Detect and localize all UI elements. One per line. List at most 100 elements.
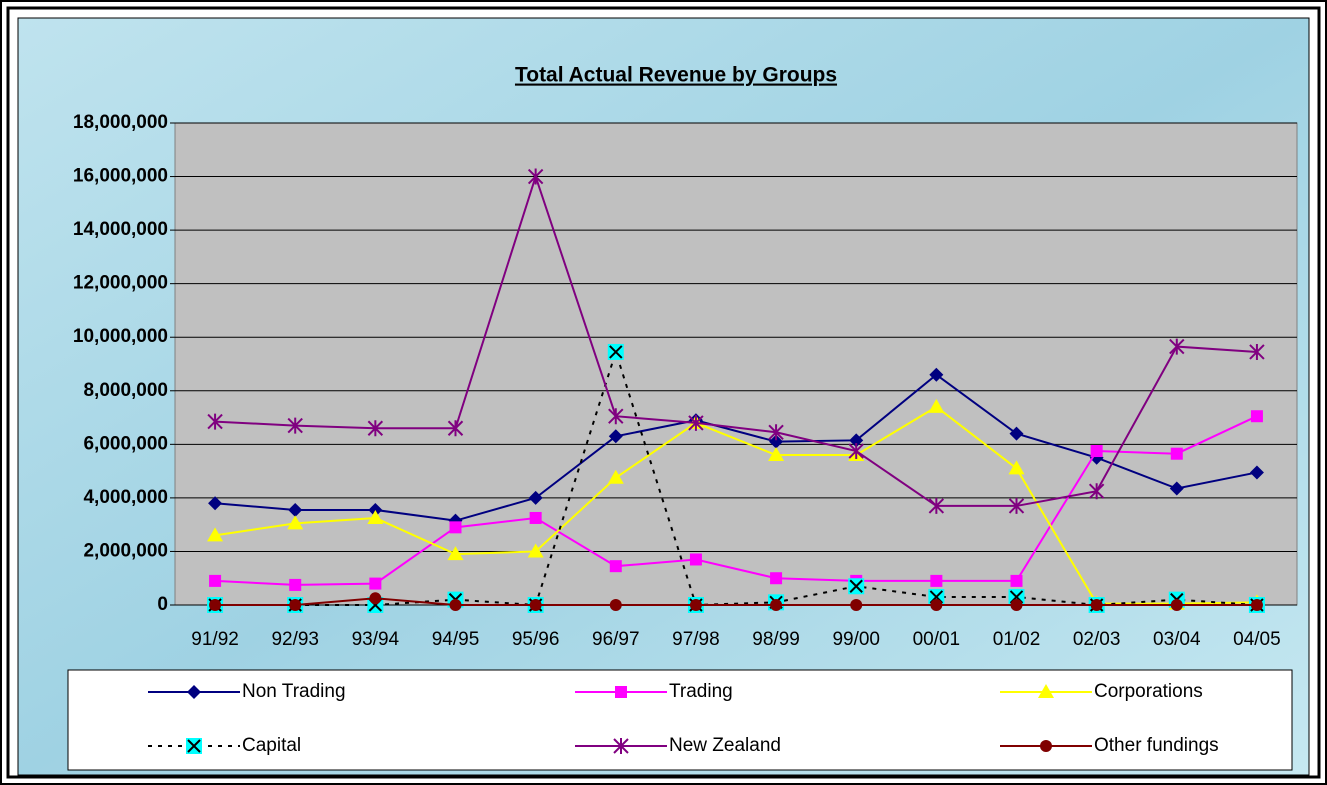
marker [209,599,222,611]
marker [1249,343,1265,360]
chart-title: Total Actual Revenue by Groups [515,64,837,87]
x-tick-label: 96/97 [592,629,640,650]
y-tick-label: 6,000,000 [83,433,168,454]
x-tick-label: 98/99 [752,629,800,650]
marker [186,738,202,754]
y-tick-label: 12,000,000 [73,273,168,294]
series-line [215,348,1257,607]
marker [930,574,943,587]
marker [770,599,783,611]
marker [368,502,383,517]
marker [609,599,622,611]
marker [527,168,544,185]
x-tick-label: 97/98 [672,629,720,650]
marker [367,509,384,524]
legend-label: Other fundings [1094,735,1219,756]
x-tick-label: 95/96 [512,629,560,650]
marker [449,521,462,534]
x-tick-label: 92/93 [271,629,319,650]
marker [608,429,623,444]
y-tick-label: 14,000,000 [73,219,168,240]
marker [1008,497,1025,514]
x-tick-label: 00/01 [913,629,961,650]
marker [689,553,702,566]
marker [609,560,622,573]
marker [1090,599,1103,611]
marker [928,497,945,514]
marker [1038,684,1054,698]
marker [1010,599,1023,611]
y-tick-label: 0 [157,594,168,615]
marker [929,367,944,382]
marker [689,599,702,611]
marker [527,543,544,558]
x-tick-label: 04/05 [1233,629,1281,650]
marker [1170,447,1183,460]
marker [1008,460,1025,475]
marker [287,515,304,530]
y-tick-label: 4,000,000 [83,487,168,508]
marker [850,599,863,611]
marker [209,574,222,587]
legend-label: New Zealand [669,735,781,756]
marker [688,414,704,431]
y-tick-label: 10,000,000 [73,326,168,347]
x-tick-label: 91/92 [191,629,239,650]
series-line [215,173,1257,507]
marker [768,447,785,462]
series-line [215,597,1257,606]
marker [287,417,303,434]
marker [1250,410,1263,423]
marker [447,420,464,437]
marker [848,578,865,595]
marker [1249,465,1264,480]
marker [768,424,784,441]
legend-label: Corporations [1094,681,1203,702]
legend-label: Trading [669,681,733,702]
y-tick-label: 18,000,000 [73,112,168,133]
legend [67,669,1293,771]
marker [607,343,624,360]
y-tick-label: 2,000,000 [83,540,168,561]
legend-label: Non Trading [242,681,346,702]
series-line [214,405,1257,605]
marker [369,592,382,605]
marker [529,511,542,524]
marker [615,686,627,698]
marker [848,443,864,460]
marker [1040,740,1052,752]
x-tick-label: 02/03 [1073,629,1121,650]
marker [528,490,543,505]
marker [1250,599,1263,611]
x-tick-label: 99/00 [832,629,880,650]
marker [1009,426,1024,441]
plot-area [174,122,1298,606]
marker [449,599,462,611]
marker [1169,338,1185,355]
marker [930,599,943,611]
legend-label: Capital [242,735,301,756]
y-tick-label: 16,000,000 [73,166,168,187]
x-tick-label: 94/95 [432,629,480,650]
series-line [215,415,1258,586]
y-tick-label: 8,000,000 [83,380,168,401]
marker [529,599,542,611]
marker [208,496,223,511]
marker [769,434,784,449]
marker [1170,599,1183,611]
x-tick-label: 01/02 [993,629,1041,650]
marker [288,502,303,517]
series-line [214,373,1258,522]
inner-border [6,6,1321,779]
marker [447,546,464,561]
marker [770,572,783,585]
marker [369,577,382,590]
marker [207,527,224,542]
marker [187,685,201,699]
marker [1088,483,1105,500]
marker [1010,574,1023,587]
marker [289,578,302,591]
marker [207,413,223,430]
